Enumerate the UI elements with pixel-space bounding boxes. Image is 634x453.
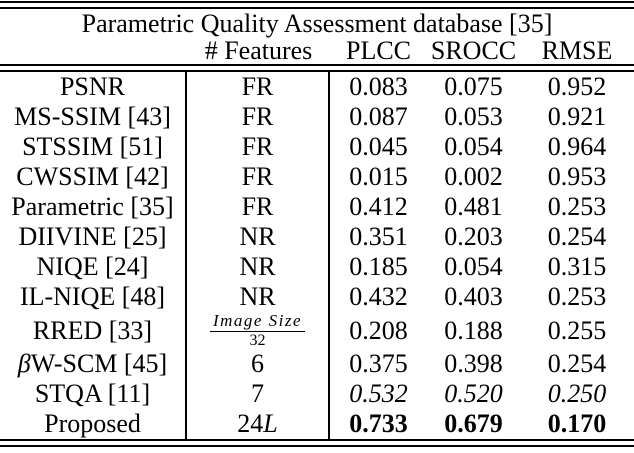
rmse-value: 0.952 (547, 72, 607, 101)
features-cell: 7 (187, 379, 330, 409)
features-number: 24 (237, 409, 264, 438)
features-fraction: Image Size 32 (209, 312, 306, 349)
rmse-value: 0.254 (547, 349, 607, 378)
table-row-stssim: STSSIM [51] FR 0.045 0.054 0.964 (0, 132, 634, 162)
table-row-niqe: NIQE [24] NR 0.185 0.054 0.315 (0, 252, 634, 282)
srocc-value: 0.481 (444, 192, 503, 221)
bottom-margin (0, 447, 634, 453)
plcc-value: 0.208 (349, 315, 408, 345)
rmse-value: 0.254 (547, 222, 607, 251)
features-cell: NR (187, 252, 330, 282)
table-row-rred: RRED [33] Image Size 32 0.208 0.188 0.25… (0, 312, 634, 349)
rmse-value: 0.255 (547, 315, 607, 345)
column-header-features: # Features (204, 36, 313, 65)
rmse-value: 0.953 (547, 162, 607, 191)
rmse-value: 0.964 (547, 132, 607, 161)
srocc-value: 0.403 (444, 282, 503, 311)
features-cell: FR (187, 72, 330, 102)
table-row-parametric: Parametric [35] FR 0.412 0.481 0.253 (0, 192, 634, 222)
features-cell: NR (187, 222, 330, 252)
fraction-numerator: Image Size (209, 312, 306, 332)
plcc-value: 0.432 (349, 282, 408, 311)
rmse-value: 0.253 (547, 192, 607, 221)
features-cell: 24 L (187, 409, 330, 439)
table-row-ms-ssim: MS-SSIM [43] FR 0.087 0.053 0.921 (0, 102, 634, 132)
method-cell: Proposed (0, 409, 187, 439)
header-double-rule (0, 64, 634, 72)
table-row-bw-scm: β W-SCM [45] 6 0.375 0.398 0.254 (0, 349, 634, 379)
srocc-value: 0.398 (444, 349, 503, 378)
features-cell: Image Size 32 (187, 312, 330, 349)
fraction-denominator: 32 (249, 332, 266, 349)
srocc-value: 0.203 (444, 222, 503, 251)
method-cell: IL-NIQE [48] (0, 282, 187, 312)
features-cell: FR (187, 192, 330, 222)
plcc-value: 0.532 (349, 379, 408, 408)
plcc-value: 0.733 (349, 409, 408, 438)
srocc-value: 0.520 (444, 379, 503, 408)
method-cell: NIQE [24] (0, 252, 187, 282)
top-double-rule (0, 1, 634, 9)
srocc-value: 0.075 (444, 72, 503, 101)
beta-symbol: β (17, 349, 31, 378)
method-cell: RRED [33] (0, 312, 187, 349)
plcc-value: 0.087 (349, 102, 408, 131)
method-cell: DIIVINE [25] (0, 222, 187, 252)
method-cell: CWSSIM [42] (0, 162, 187, 192)
table-row-il-niqe: IL-NIQE [48] NR 0.432 0.403 0.253 (0, 282, 634, 312)
rmse-value: 0.250 (547, 379, 607, 408)
column-header-rmse: RMSE (541, 36, 613, 65)
rmse-value: 0.315 (547, 252, 607, 281)
plcc-value: 0.375 (349, 349, 408, 378)
table-row-stqa: STQA [11] 7 0.532 0.520 0.250 (0, 379, 634, 409)
table-row-psnr: PSNR FR 0.083 0.075 0.952 (0, 72, 634, 102)
column-header-srocc: SROCC (430, 36, 517, 65)
features-cell: FR (187, 102, 330, 132)
table-title: Parametric Quality Assessment database [… (81, 8, 553, 38)
srocc-value: 0.053 (444, 102, 503, 131)
table-body: PSNR FR 0.083 0.075 0.952 MS-SSIM [43] F… (0, 72, 634, 439)
method-cell: β W-SCM [45] (0, 349, 187, 379)
srocc-value: 0.679 (444, 409, 503, 438)
table-row-cwssim: CWSSIM [42] FR 0.015 0.002 0.953 (0, 162, 634, 192)
features-variable: L (263, 409, 278, 438)
srocc-value: 0.188 (444, 315, 503, 345)
rmse-value: 0.921 (547, 102, 607, 131)
rmse-value: 0.253 (547, 282, 607, 311)
table-row-proposed: Proposed 24 L 0.733 0.679 0.170 (0, 409, 634, 439)
plcc-value: 0.045 (349, 132, 408, 161)
rmse-value: 0.170 (547, 409, 607, 438)
features-cell: 6 (187, 349, 330, 379)
plcc-value: 0.412 (349, 192, 408, 221)
plcc-value: 0.015 (349, 162, 408, 191)
features-cell: FR (187, 132, 330, 162)
method-cell: STSSIM [51] (0, 132, 187, 162)
features-cell: FR (187, 162, 330, 192)
table-row-diivine: DIIVINE [25] NR 0.351 0.203 0.254 (0, 222, 634, 252)
plcc-value: 0.083 (349, 72, 408, 101)
method-cell: STQA [11] (0, 379, 187, 409)
plcc-value: 0.351 (349, 222, 408, 251)
srocc-value: 0.002 (444, 162, 503, 191)
method-cell: MS-SSIM [43] (0, 102, 187, 132)
table-header-row: # Features PLCC SROCC RMSE (0, 36, 634, 65)
method-label: W-SCM [45] (30, 349, 168, 378)
srocc-value: 0.054 (444, 132, 503, 161)
features-cell: NR (187, 282, 330, 312)
plcc-value: 0.185 (349, 252, 408, 281)
column-header-plcc: PLCC (345, 36, 412, 65)
method-cell: Parametric [35] (0, 192, 187, 222)
method-cell: PSNR (0, 72, 187, 102)
srocc-value: 0.054 (444, 252, 503, 281)
